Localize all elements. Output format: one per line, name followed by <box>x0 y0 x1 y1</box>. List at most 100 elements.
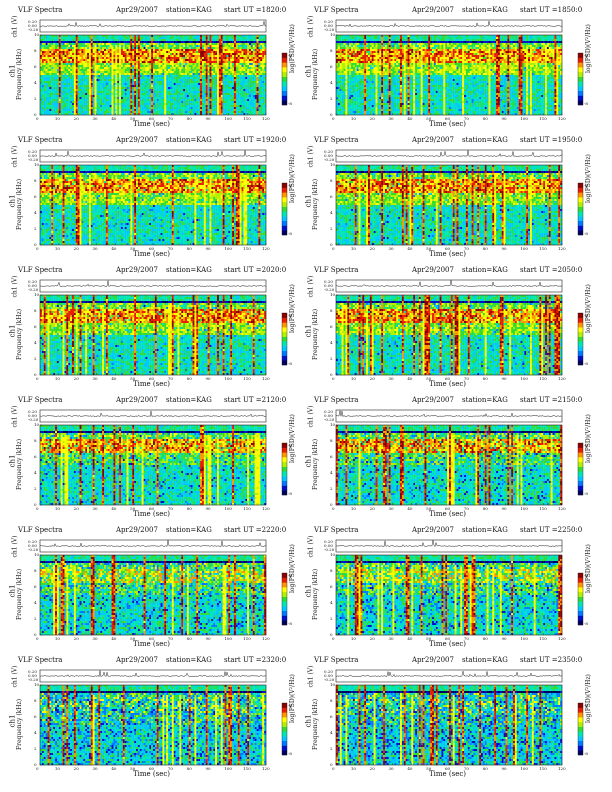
x-tick-label: 50 <box>130 376 135 381</box>
y-tick-label: 10 <box>34 422 39 427</box>
x-tick-label: 120 <box>262 506 270 511</box>
x-tick-label: 100 <box>224 766 232 771</box>
panel-station: station=KAG <box>166 6 212 14</box>
x-tick-label: 90 <box>206 636 211 641</box>
y-tick-label: 2 <box>34 226 37 231</box>
x-tick-label: 110 <box>243 506 251 511</box>
x-axis-label: Time (sec) <box>429 250 466 258</box>
colorbar-segment <box>282 360 287 366</box>
timeseries-trace <box>335 671 563 678</box>
x-tick-label: 70 <box>168 766 173 771</box>
x-tick-label: 80 <box>187 506 192 511</box>
y-tick-label: 10 <box>330 422 335 427</box>
colorbar-segment <box>282 452 287 458</box>
colorbar-tick-label: -8 <box>584 621 588 626</box>
x-tick-label: 30 <box>389 116 394 121</box>
x-tick-label: 40 <box>407 506 412 511</box>
x-tick-label: 80 <box>483 116 488 121</box>
y-tick-label: 8 <box>330 438 333 443</box>
colorbar-tick-label: -6 <box>288 183 292 188</box>
x-tick-label: 40 <box>111 246 116 251</box>
x-tick-label: 110 <box>539 766 547 771</box>
x-tick-label: 70 <box>464 246 469 251</box>
panel-title: VLF Spectra <box>314 656 358 664</box>
x-axis-label: Time (sec) <box>429 120 466 128</box>
x-tick-label: 100 <box>224 116 232 121</box>
spectrogram-heatmap <box>40 555 267 636</box>
x-tick-label: 80 <box>483 246 488 251</box>
y-tick-label: 2 <box>34 356 37 361</box>
colorbar-segment <box>282 331 287 337</box>
colorbar-segment <box>578 466 583 472</box>
frequency-axis-label: Frequency (kHz) <box>312 49 319 100</box>
x-tick-label: 50 <box>130 766 135 771</box>
colorbar-segment <box>282 745 287 751</box>
colorbar-segment <box>578 71 583 77</box>
y-tick-label: 6 <box>34 324 37 329</box>
colorbar-segment <box>578 703 583 708</box>
panel-date: Apr29/2007 <box>412 396 454 404</box>
x-tick-label: 70 <box>464 376 469 381</box>
timeseries-tick-label: 0.20 <box>28 669 37 674</box>
panel-title: VLF Spectra <box>314 526 358 534</box>
x-tick-label: 70 <box>464 506 469 511</box>
x-tick-label: 30 <box>389 506 394 511</box>
x-tick-label: 40 <box>407 766 412 771</box>
colorbar-tick-label: -8 <box>584 491 588 496</box>
panel-date: Apr29/2007 <box>116 656 158 664</box>
x-tick-label: 120 <box>262 376 270 381</box>
x-tick-label: 100 <box>224 636 232 641</box>
y-tick-label: 0 <box>34 372 37 377</box>
timeseries-axis-label: ch1 (V) <box>307 16 314 38</box>
y-tick-label: 2 <box>330 356 333 361</box>
x-tick-label: 10 <box>55 116 60 121</box>
frequency-axis-label: Frequency (kHz) <box>312 439 319 490</box>
y-tick-label: 10 <box>330 552 335 557</box>
frequency-axis-label: Frequency (kHz) <box>16 699 23 750</box>
timeseries-tick-label: 0.20 <box>324 409 333 414</box>
y-tick-label: 4 <box>330 470 333 475</box>
colorbar-label: log(PSD)(V²/Hz) <box>289 544 296 593</box>
y-tick-label: 10 <box>34 162 39 167</box>
timeseries-trace <box>39 540 267 548</box>
y-tick-label: 6 <box>330 584 333 589</box>
panel-plot <box>39 19 288 116</box>
colorbar-segment <box>578 90 583 96</box>
timeseries-tick-label: -0.20 <box>28 417 38 422</box>
x-tick-label: 40 <box>111 116 116 121</box>
x-tick-label: 40 <box>407 116 412 121</box>
panel-plot <box>335 279 584 376</box>
timeseries-tick-label: -0.20 <box>324 157 334 162</box>
colorbar-frame <box>281 312 288 366</box>
colorbar-tick-label: -8 <box>584 751 588 756</box>
timeseries-tick-label: -0.20 <box>28 27 38 32</box>
colorbar-segment <box>578 216 583 222</box>
y-tick-label: 0 <box>34 632 37 637</box>
frequency-axis-label: Frequency (kHz) <box>16 179 23 230</box>
panel-header: VLF Spectra Apr29/2007 station=KAG start UT… <box>8 394 308 406</box>
panel-title: VLF Spectra <box>18 136 62 144</box>
x-tick-label: 50 <box>426 766 431 771</box>
colorbar-segment <box>282 201 287 207</box>
panel-header: VLF Spectra Apr29/2007 station=KAG start UT… <box>304 4 604 16</box>
colorbar-segment <box>578 331 583 337</box>
colorbar-segment <box>578 192 583 198</box>
y-tick-label: 10 <box>330 162 335 167</box>
x-tick-label: 30 <box>389 636 394 641</box>
colorbar-segment <box>282 350 287 356</box>
y-tick-label: 2 <box>34 746 37 751</box>
panel-plot <box>335 409 584 506</box>
colorbar-tick-label: -8 <box>288 491 292 496</box>
colorbar-segment <box>282 582 287 588</box>
colorbar-segment <box>282 86 287 92</box>
colorbar-segment <box>578 187 583 193</box>
x-tick-label: 110 <box>243 766 251 771</box>
colorbar-segment <box>578 745 583 751</box>
colorbar-segment <box>578 591 583 597</box>
colorbar-frame <box>281 572 288 626</box>
panel-start-time: start UT =2220:0 <box>224 526 286 534</box>
x-tick-label: 40 <box>111 506 116 511</box>
panel-start-time: start UT =2250:0 <box>520 526 582 534</box>
panel-date: Apr29/2007 <box>116 526 158 534</box>
timeseries-tick-label: 0.00 <box>324 543 333 548</box>
